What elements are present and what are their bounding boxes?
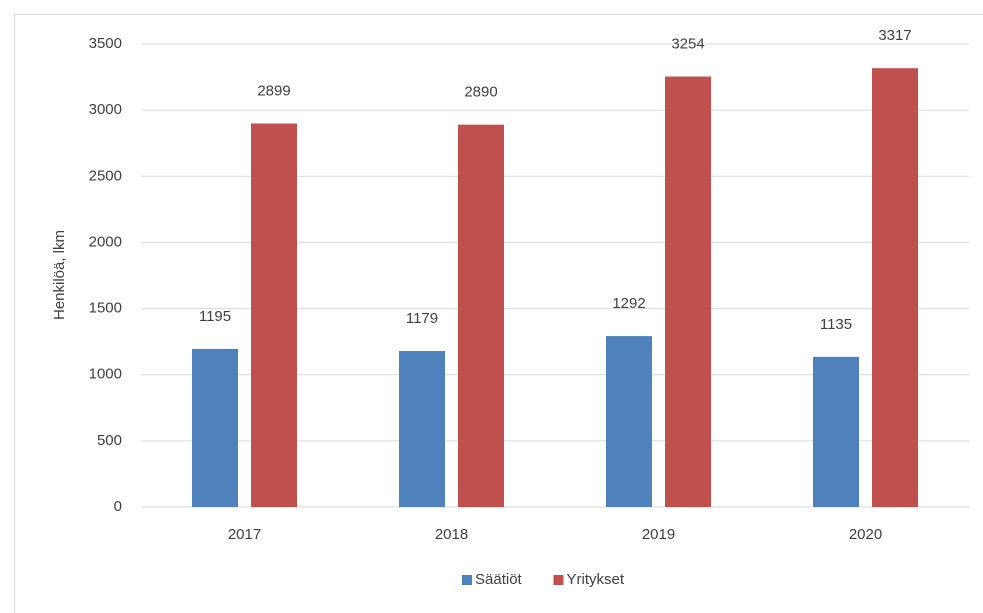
- legend-label: Säätiöt: [475, 571, 523, 588]
- y-tick-label: 1500: [89, 300, 122, 317]
- y-axis-label: Henkilöä, lkm: [51, 230, 68, 320]
- x-tick-label: 2017: [228, 526, 261, 543]
- y-tick-label: 2500: [89, 167, 122, 184]
- x-tick-label: 2020: [849, 526, 882, 543]
- y-tick-label: 2000: [89, 233, 122, 250]
- bar: [399, 351, 445, 507]
- bar: [665, 76, 711, 507]
- bar: [872, 68, 918, 507]
- bar: [251, 123, 297, 507]
- data-label: 1179: [406, 310, 438, 327]
- legend-label: Yritykset: [567, 571, 625, 588]
- data-label: 2899: [257, 82, 290, 99]
- y-tick-label: 1000: [89, 366, 122, 383]
- bar: [458, 124, 504, 508]
- y-tick-label: 0: [114, 498, 122, 515]
- y-tick-label: 3500: [89, 35, 122, 52]
- bar: [813, 356, 859, 507]
- y-tick-label: 3000: [89, 101, 122, 118]
- bar: [192, 348, 238, 507]
- legend-swatch: [462, 575, 472, 585]
- bar: [606, 336, 652, 507]
- data-label: 1292: [612, 295, 645, 312]
- data-label: 1135: [820, 316, 852, 333]
- legend-swatch: [553, 575, 564, 585]
- data-label: 1195: [199, 308, 231, 325]
- y-tick-label: 500: [97, 432, 122, 449]
- data-label: 3317: [878, 27, 911, 44]
- x-tick-label: 2018: [435, 526, 468, 543]
- x-tick-label: 2019: [642, 526, 675, 543]
- data-label: 2890: [464, 84, 497, 101]
- data-label: 3254: [671, 36, 704, 53]
